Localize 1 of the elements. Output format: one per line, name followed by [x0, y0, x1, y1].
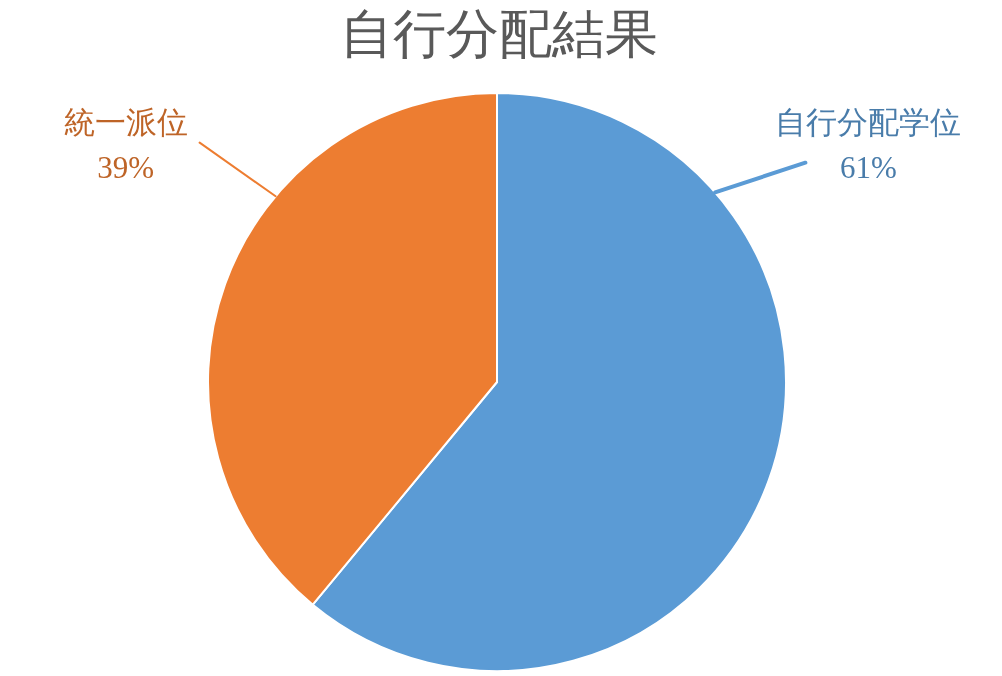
- title: 自行分配結果: [340, 3, 658, 64]
